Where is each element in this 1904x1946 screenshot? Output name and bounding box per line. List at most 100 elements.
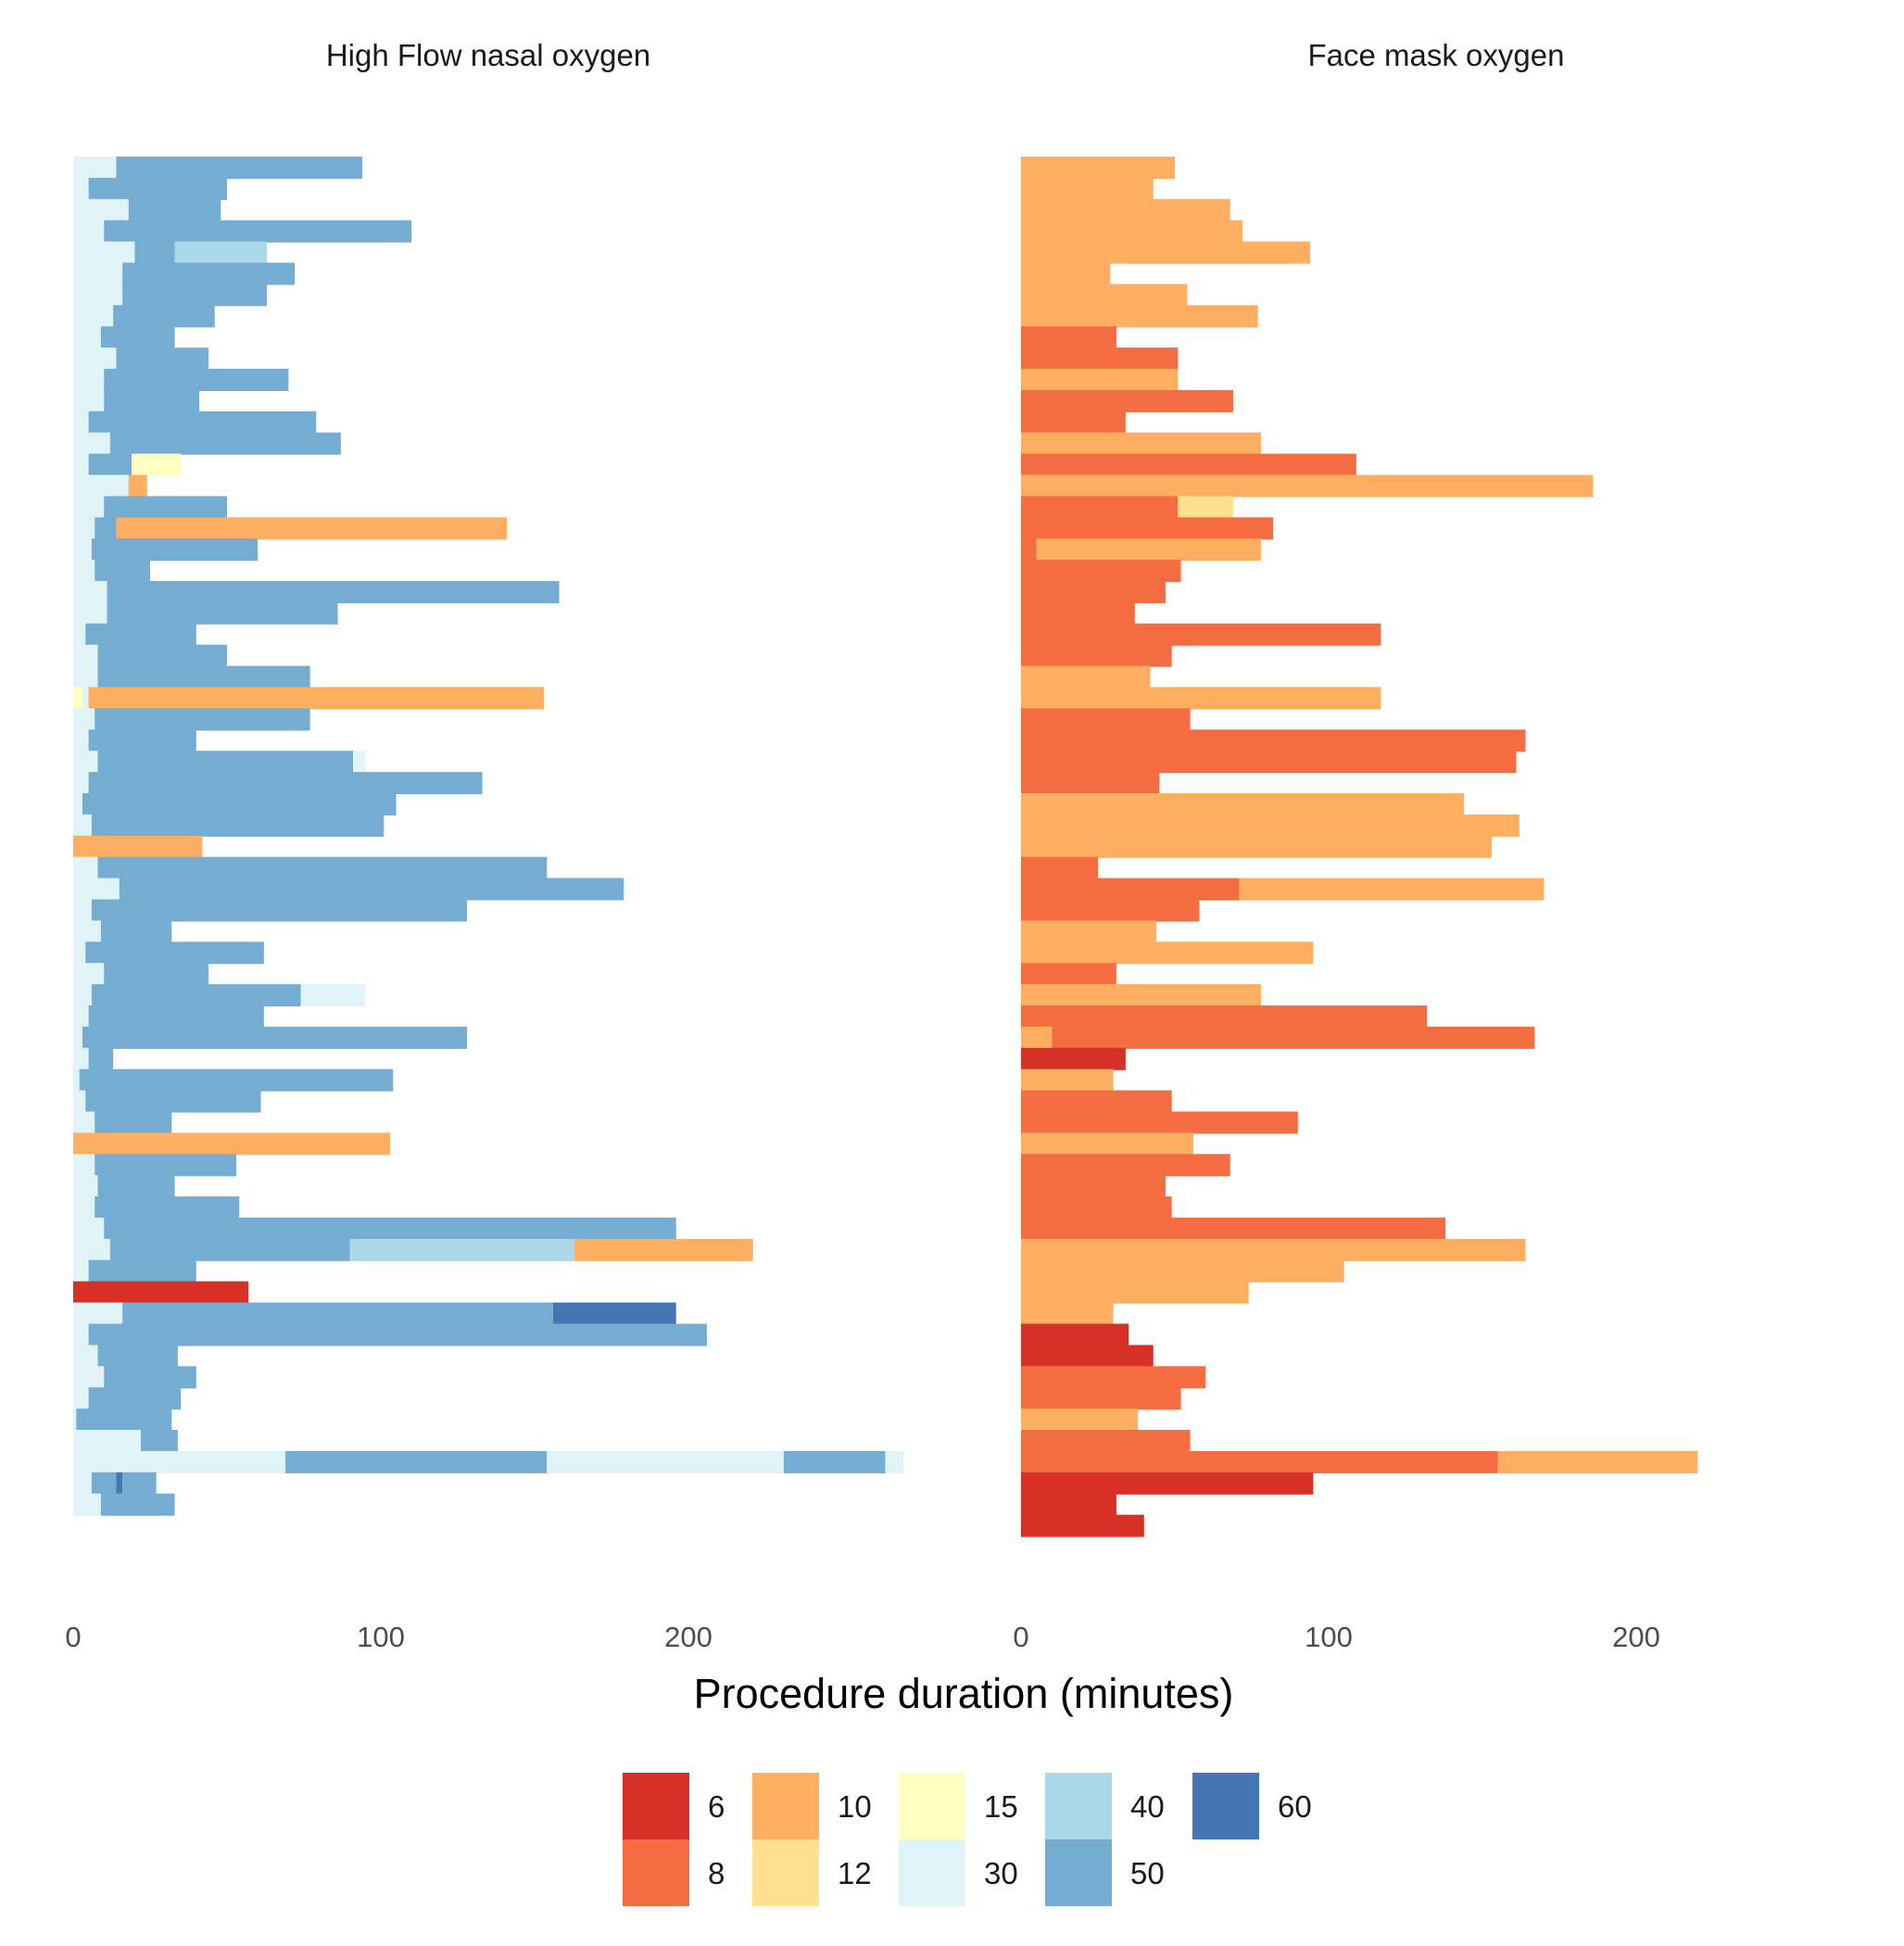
bar-segment-p1-r1-s2 [116,157,363,179]
bar-segment-p2-r38-s1 [1021,941,1314,965]
legend-key-12 [752,1839,819,1906]
bar-segment-p1-r59-s2 [88,1387,182,1410]
bar-segment-p1-r15-s3 [132,453,182,476]
bar-segment-p2-r2-s1 [1021,177,1154,200]
facet-title-hfno: High Flow nasal oxygen [326,38,650,72]
legend-label-60: 60 [1278,1789,1312,1824]
bar-segment-p2-r62-s2 [1497,1450,1698,1473]
bar-segment-p1-r1-s1 [73,157,117,179]
bar-segment-p1-r19-s1 [73,538,92,562]
facet-title-face-mask: Face mask oxygen [1308,38,1565,72]
bar-segment-p2-r12-s1 [1021,389,1234,412]
bar-segment-p1-r62-s5 [885,1450,904,1473]
bar-segment-p1-r14-s1 [73,432,110,455]
bar-segment-p1-r62-s4 [783,1450,886,1473]
bar-segment-p2-r25-s1 [1021,665,1151,689]
bar-segment-p2-r64-s1 [1021,1493,1116,1516]
bar-segment-p2-r15-s1 [1021,453,1356,476]
bar-segment-p1-r12-s2 [104,389,200,412]
bar-segment-p1-r50-s2 [95,1196,240,1219]
legend-label-30: 30 [984,1856,1018,1890]
bar-segment-p1-r50-s1 [73,1196,95,1219]
bar-segment-p2-r34-s1 [1021,856,1098,879]
bar-segment-p1-r53-s1 [73,1259,89,1283]
bar-segment-p1-r26-s1 [73,687,82,710]
bar-segment-p1-r13-s1 [73,411,89,434]
bar-segment-p2-r43-s1 [1021,1047,1126,1070]
face-mask-bars [1021,157,1698,1537]
bar-segment-p2-r8-s1 [1021,305,1258,328]
bar-segment-p1-r40-s2 [91,984,301,1007]
bar-segment-p1-r45-s1 [73,1090,86,1113]
legend-label-10: 10 [838,1789,872,1824]
bar-segment-p1-r49-s1 [73,1175,98,1198]
bar-segment-p2-r18-s1 [1021,517,1274,540]
bar-segment-p2-r40-s1 [1021,984,1261,1007]
bar-segment-p2-r52-s1 [1021,1238,1526,1261]
bar-segment-p1-r52-s3 [349,1238,575,1261]
hfno-x-axis-ticks: 0 100 200 [65,1621,712,1653]
bar-segment-p1-r41-s1 [73,1005,89,1028]
bar-segment-p1-r24-s2 [97,644,227,667]
x-tick-label-100-p1: 100 [357,1621,405,1653]
bar-segment-p2-r27-s1 [1021,708,1191,731]
bar-segment-p2-r50-s1 [1021,1196,1172,1219]
bar-segment-p1-r51-s2 [104,1218,676,1240]
bar-segment-p2-r4-s1 [1021,220,1243,243]
bar-segment-p1-r63-s2 [91,1472,117,1495]
bar-segment-p1-r26-s3 [88,687,544,710]
bar-segment-p2-r26-s1 [1021,687,1381,710]
bar-segment-p1-r40-s1 [73,984,92,1007]
bar-segment-p2-r23-s1 [1021,623,1381,646]
bar-segment-p2-r41-s1 [1021,1005,1428,1028]
bar-segment-p1-r28-s1 [73,729,89,752]
bar-segment-p1-r7-s1 [73,284,123,307]
bar-segment-p2-r45-s1 [1021,1090,1172,1113]
bar-segment-p2-r20-s1 [1021,560,1181,583]
bar-segment-p2-r13-s1 [1021,411,1126,434]
x-axis-title: Procedure duration (minutes) [694,1670,1234,1717]
bar-segment-p2-r5-s1 [1021,241,1311,264]
bar-segment-p1-r46-s1 [73,1111,95,1134]
bar-segment-p1-r28-s2 [88,729,196,752]
bar-segment-p2-r49-s1 [1021,1175,1166,1198]
bar-segment-p2-r60-s1 [1021,1409,1139,1432]
bar-segment-p2-r30-s1 [1021,772,1160,795]
bar-segment-p1-r55-s2 [122,1302,553,1325]
bar-segment-p1-r36-s1 [73,899,92,922]
bar-segment-p2-r44-s1 [1021,1068,1114,1092]
bar-segment-p2-r48-s1 [1021,1154,1230,1177]
bar-segment-p1-r17-s2 [104,496,227,519]
bar-segment-p1-r57-s2 [97,1345,178,1368]
bar-segment-p1-r55-s1 [73,1302,123,1325]
bar-segment-p1-r15-s1 [73,453,89,476]
bar-segment-p2-r58-s1 [1021,1366,1206,1389]
bar-segment-p2-r31-s1 [1021,793,1465,815]
bar-segment-p1-r32-s2 [91,814,385,837]
bar-segment-p1-r9-s2 [100,326,175,349]
legend-key-30 [899,1839,965,1906]
bar-segment-p1-r55-s3 [552,1302,676,1325]
legend-label-50: 50 [1130,1856,1165,1890]
legend-label-40: 40 [1130,1789,1165,1824]
bar-segment-p1-r35-s1 [73,878,120,901]
legend-label-15: 15 [984,1789,1018,1824]
bar-segment-p2-r55-s1 [1021,1302,1114,1325]
bar-segment-p1-r16-s1 [73,474,129,498]
bar-segment-p1-r37-s1 [73,920,101,943]
bar-segment-p1-r33-s1 [73,835,203,858]
bar-segment-p1-r59-s1 [73,1387,89,1410]
bar-segment-p1-r57-s1 [73,1345,98,1368]
legend-key-40 [1045,1773,1112,1839]
bar-segment-p1-r63-s4 [122,1472,157,1495]
bar-segment-p1-r8-s1 [73,305,114,328]
bar-segment-p2-r53-s1 [1021,1259,1344,1283]
bar-segment-p1-r38-s2 [85,941,264,965]
bar-segment-p2-r3-s1 [1021,198,1230,221]
bar-segment-p1-r6-s2 [122,262,296,285]
bar-segment-p1-r29-s2 [97,751,354,774]
bar-segment-p1-r2-s2 [88,177,227,200]
bar-segment-p2-r14-s1 [1021,432,1261,455]
bar-segment-p1-r47-s1 [73,1132,390,1156]
